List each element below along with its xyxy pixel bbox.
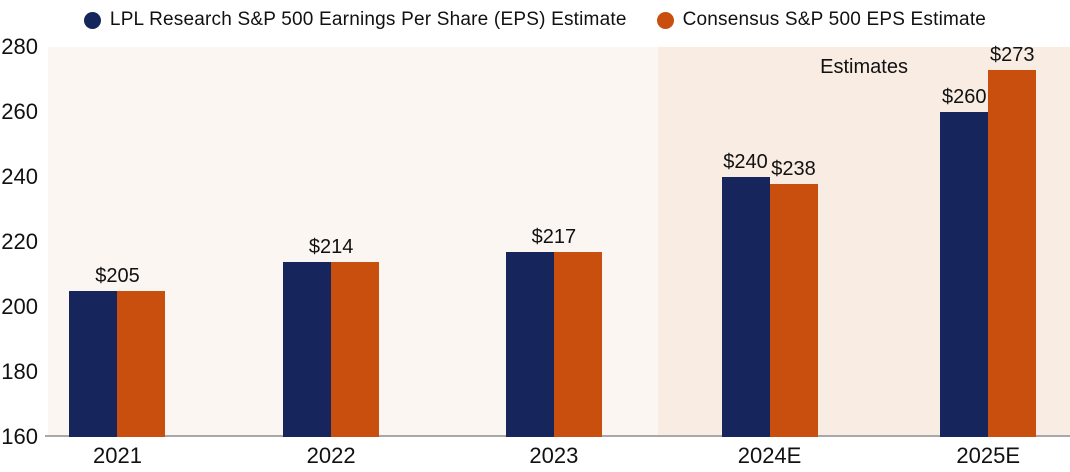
- shared-bar-value-label-2023: $217: [531, 225, 577, 248]
- consensus-bar-value-label-2024E: $238: [771, 157, 816, 180]
- bar-group-2021: $205: [69, 265, 166, 437]
- y-tick-label-160: 160: [1, 424, 38, 449]
- shared-bar-value-label-2022: $214: [308, 235, 354, 258]
- consensus-bar-2022: [331, 261, 380, 437]
- bar-group-2024E: $240 $238: [721, 151, 818, 437]
- bar-group-2025E: $260 $273: [940, 44, 1037, 437]
- y-axis: 280 260 240 220 200 180 160: [0, 34, 38, 449]
- consensus-bar-2024E: $238: [769, 158, 818, 437]
- x-tick-label-2024E: 2024E: [737, 443, 802, 468]
- legend-item-lpl: LPL Research S&P 500 Earnings Per Share …: [83, 9, 627, 31]
- consensus-bar-2023: [553, 251, 602, 437]
- y-tick-label-260: 260: [1, 99, 38, 124]
- bar-group-2022: $214: [283, 236, 380, 437]
- lpl-bar-2021: [69, 290, 118, 437]
- lpl-bar-2024E: $240: [721, 151, 770, 437]
- legend-dot-icon: [83, 11, 101, 29]
- bar-group-2023: $217: [505, 226, 602, 437]
- consensus-bar-value-label-2025E: $273: [989, 43, 1035, 66]
- lpl-bar-value-label-2025E: $260: [941, 86, 987, 108]
- consensus-bar-2021: [117, 290, 166, 437]
- x-tick-label-2022: 2022: [306, 443, 356, 468]
- lpl-bar-value-label-2024E: $240: [723, 151, 768, 173]
- shared-bar-value-label-2021: $205: [95, 264, 140, 287]
- legend-label: LPL Research S&P 500 Earnings Per Share …: [109, 9, 627, 30]
- x-tick-label-2025E: 2025E: [956, 443, 1021, 468]
- y-tick-label-240: 240: [1, 164, 38, 189]
- legend-item-consensus: Consensus S&P 500 EPS Estimate: [656, 9, 987, 31]
- x-tick-label-2023: 2023: [529, 443, 579, 468]
- estimates-label: Estimates: [820, 56, 908, 78]
- lpl-bar-2025E: $260: [940, 86, 989, 437]
- legend-label: Consensus S&P 500 EPS Estimate: [682, 9, 987, 30]
- x-tick-label-2021: 2021: [93, 443, 142, 468]
- y-tick-label-180: 180: [1, 359, 38, 384]
- lpl-bar-2022: [283, 261, 332, 437]
- lpl-bar-2023: [505, 251, 554, 437]
- y-tick-label-280: 280: [1, 34, 38, 59]
- chart-legend: LPL Research S&P 500 Earnings Per Share …: [0, 0, 1070, 40]
- plot-area: Estimates $205 2021 $214 2022 $217 2023 $240 $2…: [45, 44, 1070, 468]
- y-tick-label-200: 200: [1, 294, 38, 319]
- y-tick-label-220: 220: [1, 229, 38, 254]
- legend-dot-icon: [656, 11, 674, 29]
- consensus-bar-2025E: $273: [988, 44, 1037, 437]
